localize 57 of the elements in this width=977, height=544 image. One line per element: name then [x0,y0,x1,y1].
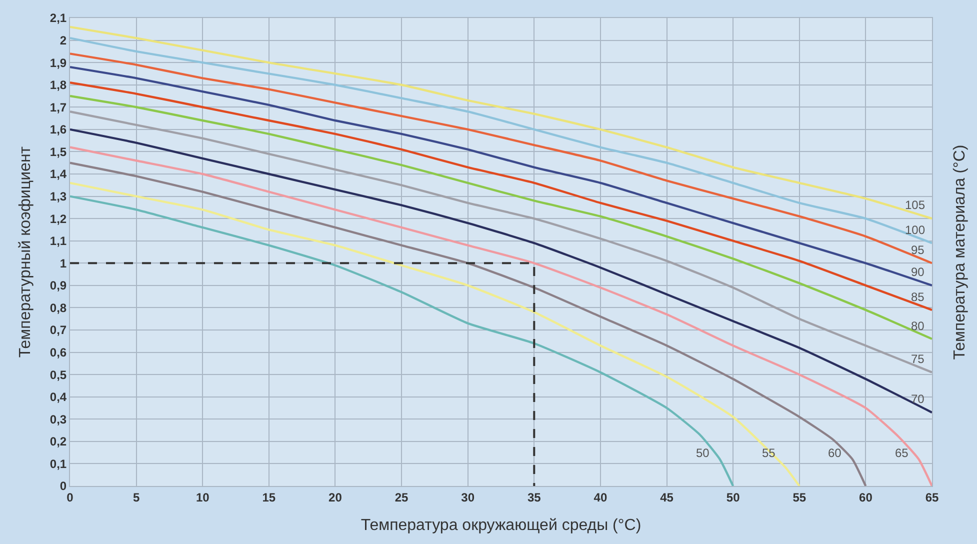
y-tick-label: 1,1 [50,234,67,248]
x-tick-label: 40 [594,490,608,504]
series-label: 80 [911,319,925,333]
y-tick-label: 1,9 [50,56,67,70]
y-tick-label: 1,6 [50,122,67,137]
x-tick-label: 10 [196,490,210,504]
line-series [70,66,932,287]
y-tick-label: 0,1 [50,456,67,471]
series-label: 70 [911,392,925,406]
y-tick-label: 0,9 [50,278,67,293]
series-label: 50 [696,446,710,460]
line-series [70,36,932,244]
x-tick-label: 65 [925,490,939,504]
x-axis-title: Температура окружающей среды (°C) [360,517,642,534]
line-series [70,26,932,220]
y-tick-label: 0,8 [50,300,67,315]
series-label: 100 [905,223,926,237]
y-tick-label: 0,2 [50,434,67,449]
series-label: 60 [828,446,842,460]
y-tick-label: 1,8 [50,78,67,92]
y-tick-label: 0,7 [50,323,67,338]
series-label: 95 [911,243,925,257]
y2-axis-title: Температура материала (°C) [952,144,969,360]
y-tick-label: 1,5 [50,144,67,159]
series-label: 90 [911,265,925,279]
x-tick-label: 45 [660,490,674,504]
x-tick-label: 35 [527,490,542,504]
y-axis-title: Температурный коэфициент [16,146,34,358]
y-tick-label: 1 [60,256,67,270]
x-tick-label: 60 [859,490,873,504]
series-label: 105 [905,198,926,212]
y-tick-label: 2 [60,33,67,48]
y-tick-label: 1,4 [50,167,67,182]
x-tick-label: 15 [262,490,276,504]
x-tick-label: 25 [394,490,409,504]
y-tick-label: 0,6 [50,345,67,360]
y-tick-label: 1,3 [50,189,67,204]
x-tick-label: 55 [792,490,806,504]
x-tick-label: 5 [132,490,140,504]
y-tick-label: 2,1 [50,11,67,26]
y-tick-label: 1,2 [50,212,67,226]
line-series [70,128,932,414]
line-series [70,52,932,264]
series-label: 75 [911,352,925,366]
line-series [70,82,932,312]
y-tick-label: 0,4 [50,390,67,404]
line-series [70,110,932,374]
y-tick-label: 0,5 [50,368,67,382]
y-tick-label: 1,7 [50,100,67,114]
y-tick-label: 0 [60,479,67,494]
x-tick-label: 30 [461,490,475,504]
x-tick-label: 50 [726,490,740,504]
line-series [70,94,932,340]
x-tick-label: 20 [328,490,342,504]
y-tick-label: 0,3 [50,412,67,426]
series-label: 85 [911,290,925,304]
series-label: 65 [895,446,909,460]
